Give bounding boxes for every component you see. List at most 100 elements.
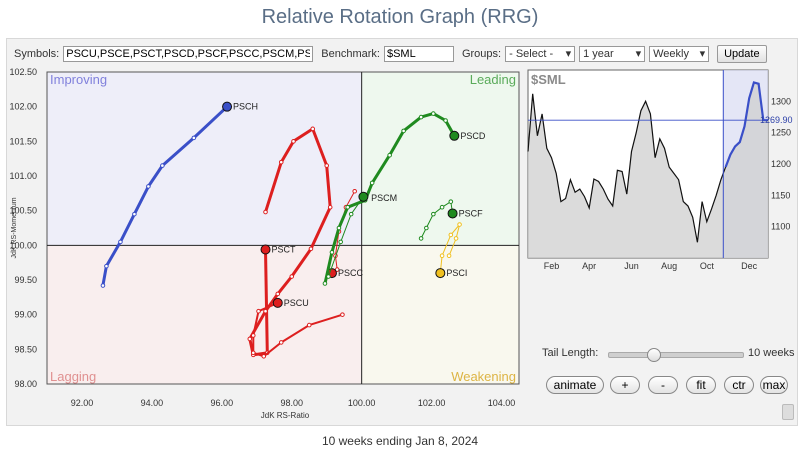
tail-point xyxy=(324,163,330,168)
tail-point xyxy=(340,312,345,317)
tail-point xyxy=(439,253,445,259)
benchmark-month-label: Aug xyxy=(661,261,677,271)
tail-pscu xyxy=(252,301,344,358)
x-tick-label: 100.00 xyxy=(348,398,376,408)
animate-button[interactable]: animate xyxy=(546,376,604,394)
benchmark-month-label: Feb xyxy=(544,261,560,271)
benchmark-y-tick-label: 1100 xyxy=(771,222,790,232)
tail-point xyxy=(338,239,343,245)
tail-point xyxy=(448,232,454,238)
y-tick-label: 101.00 xyxy=(9,171,37,181)
tail-point xyxy=(289,274,295,279)
head-point-psci xyxy=(435,268,446,279)
tail-length-value: 10 weeks xyxy=(748,347,795,359)
tail-point xyxy=(100,283,106,288)
benchmark-month-label: Dec xyxy=(741,261,758,271)
period-select[interactable]: 1 year ▾ xyxy=(579,46,646,62)
symbols-input[interactable] xyxy=(63,46,314,62)
benchmark-input[interactable] xyxy=(383,46,454,62)
y-tick-label: 100.50 xyxy=(9,206,37,216)
tail-point xyxy=(250,350,256,356)
head-point-psch xyxy=(222,101,233,112)
x-tick-label: 104.00 xyxy=(488,398,516,408)
benchmark-line-highlight xyxy=(724,81,769,168)
tail-length-slider[interactable] xyxy=(608,348,744,362)
quadrant-lagging xyxy=(47,245,362,384)
tail-point xyxy=(352,188,357,194)
tail-point xyxy=(278,159,284,165)
quadrant-label-weakening: Weakening xyxy=(451,369,516,384)
y-tick-label: 102.50 xyxy=(9,67,37,77)
tail-point xyxy=(327,204,333,210)
tail-pscd xyxy=(328,196,364,277)
head-point-pscf xyxy=(447,208,458,219)
tail-point xyxy=(132,211,137,217)
x-tick-label: 94.00 xyxy=(141,398,164,408)
tail-point xyxy=(424,225,429,231)
rrg-plot-border xyxy=(46,71,520,385)
series-label-pscm: PSCM xyxy=(371,193,397,203)
tail-point xyxy=(146,184,151,189)
quadrant-weakening xyxy=(361,245,519,384)
benchmark-last-value: 1269.90 xyxy=(760,115,793,125)
chevron-down-icon: ▾ xyxy=(635,48,642,60)
tail-point xyxy=(291,139,296,144)
scrollbar-thumb[interactable] xyxy=(782,404,794,420)
fit-button[interactable]: fit xyxy=(686,376,716,394)
benchmark-title: $SML xyxy=(531,72,566,87)
tail-point xyxy=(418,114,424,120)
max-button[interactable]: max xyxy=(760,376,788,394)
tail-point xyxy=(263,209,268,215)
benchmark-area xyxy=(528,82,768,258)
y-tick-label: 102.00 xyxy=(9,102,37,112)
quadrant-label-leading: Leading xyxy=(470,72,516,87)
tail-point xyxy=(322,281,328,286)
tail-point xyxy=(443,118,448,123)
tail-point xyxy=(247,336,253,342)
head-point-pscm xyxy=(449,130,460,141)
y-tick-label: 98.50 xyxy=(14,344,37,354)
benchmark-y-tick-label: 1300 xyxy=(771,96,791,106)
tail-psci xyxy=(439,224,461,274)
head-point-psct xyxy=(260,244,271,255)
tail-point xyxy=(306,322,312,328)
series-label-pscd: PSCD xyxy=(460,131,486,141)
y-tick-label: 99.50 xyxy=(14,275,37,285)
tail-point xyxy=(453,236,459,241)
groups-select[interactable]: - Select - ▾ xyxy=(505,46,576,62)
tail-pscm xyxy=(323,112,456,285)
benchmark-y-tick-label: 1150 xyxy=(771,190,790,200)
tail-point xyxy=(250,333,256,338)
tail-point xyxy=(387,152,392,158)
series-label-pscf: PSCF xyxy=(459,208,484,218)
frequency-select-value: Weekly xyxy=(653,48,689,60)
frequency-select[interactable]: Weekly ▾ xyxy=(649,46,710,62)
y-tick-label: 101.50 xyxy=(9,136,37,146)
tail-point xyxy=(308,246,314,252)
zoom-in-button[interactable]: + xyxy=(610,376,640,394)
tail-point xyxy=(401,128,406,134)
tail-length-slider-thumb[interactable] xyxy=(647,348,662,362)
footer-caption: 10 weeks ending Jan 8, 2024 xyxy=(321,434,479,448)
tail-point xyxy=(160,163,165,168)
y-axis-label: JdK RS-Momentum xyxy=(11,197,18,258)
x-tick-label: 92.00 xyxy=(71,398,94,408)
y-tick-label: 98.00 xyxy=(14,379,37,389)
tail-point xyxy=(448,199,454,204)
benchmark-month-label: Oct xyxy=(700,261,715,271)
tail-point xyxy=(326,274,331,279)
y-tick-label: 99.00 xyxy=(14,310,37,320)
zoom-out-button[interactable]: - xyxy=(648,376,678,394)
tail-point xyxy=(431,211,436,217)
quadrant-improving xyxy=(47,72,362,246)
x-tick-label: 98.00 xyxy=(280,398,303,408)
series-label-psct: PSCT xyxy=(272,244,297,254)
tail-point xyxy=(369,180,375,186)
tail-psch xyxy=(101,105,229,287)
update-button[interactable]: Update xyxy=(717,45,767,63)
series-label-psci: PSCI xyxy=(446,268,467,278)
tail-point xyxy=(348,211,354,217)
benchmark-y-tick-label: 1250 xyxy=(771,128,791,138)
center-button[interactable]: ctr xyxy=(724,376,754,394)
